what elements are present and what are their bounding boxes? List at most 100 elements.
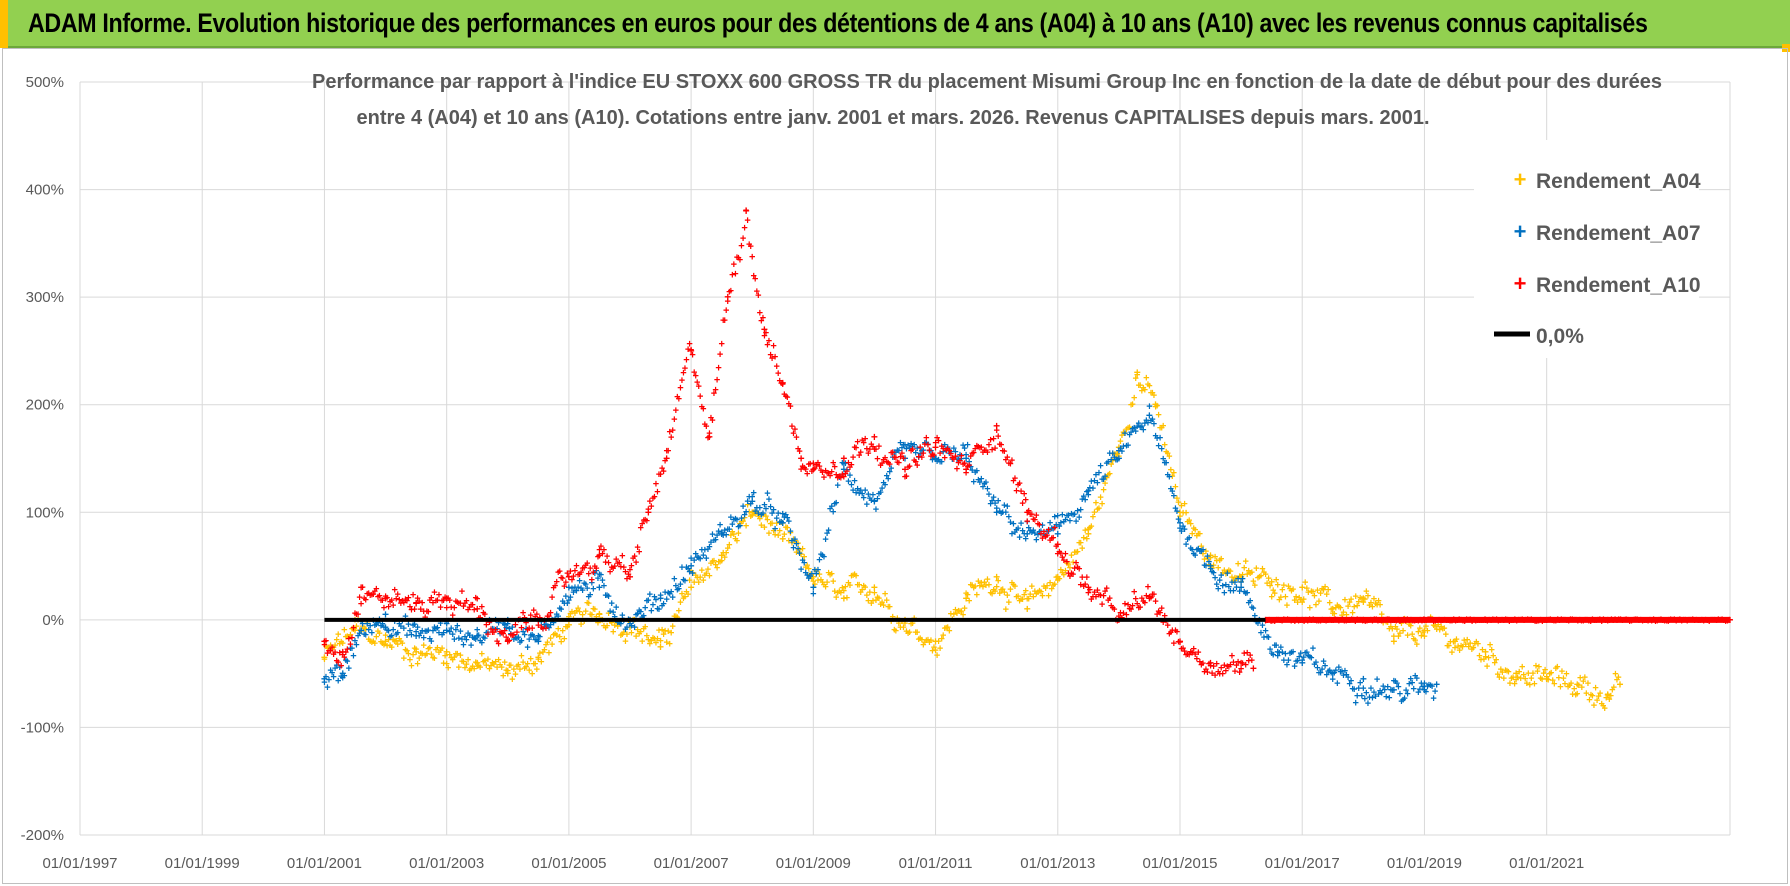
- series-marker: +: [1421, 678, 1427, 690]
- series-marker: +: [541, 644, 547, 656]
- series-marker: +: [344, 644, 350, 656]
- series-marker: +: [1246, 655, 1252, 667]
- series-marker: +: [495, 639, 501, 651]
- series-marker: +: [816, 555, 822, 567]
- series-marker: +: [919, 445, 925, 457]
- series-marker: +: [1525, 668, 1531, 680]
- series-marker: +: [421, 640, 427, 652]
- series-marker: +: [1406, 679, 1412, 691]
- series-marker: +: [398, 636, 404, 648]
- series-marker: +: [1136, 380, 1142, 392]
- data-point: +: [474, 629, 481, 643]
- data-point: +: [901, 462, 908, 476]
- series-marker: +: [615, 558, 621, 570]
- series-marker: +: [387, 596, 393, 608]
- series-marker: +: [967, 579, 973, 591]
- series-marker: +: [1001, 500, 1007, 512]
- series-marker: +: [569, 607, 575, 619]
- series-marker: +: [1213, 579, 1219, 591]
- series-marker: +: [995, 431, 1001, 443]
- series-marker: +: [578, 567, 584, 579]
- series-marker: +: [949, 454, 955, 466]
- series-marker: +: [416, 653, 422, 665]
- series-marker: +: [424, 649, 430, 661]
- series-marker: +: [466, 630, 472, 642]
- series-marker: +: [1273, 640, 1279, 652]
- series-marker: +: [1349, 684, 1355, 696]
- series-marker: +: [1511, 678, 1517, 690]
- y-tick-label: 0%: [42, 612, 64, 629]
- data-point: +: [382, 634, 389, 648]
- series-marker: +: [472, 634, 478, 646]
- series-marker: +: [1088, 594, 1094, 606]
- series-marker: +: [524, 659, 530, 671]
- series-marker: +: [1015, 480, 1021, 492]
- series-marker: +: [758, 315, 764, 327]
- series-marker: +: [414, 593, 420, 605]
- series-marker: +: [555, 623, 561, 635]
- series-marker: +: [369, 637, 375, 649]
- series-marker: +: [1342, 594, 1348, 606]
- series-marker: +: [1397, 628, 1403, 640]
- series-marker: +: [876, 593, 882, 605]
- data-point: +: [565, 581, 572, 595]
- series-marker: +: [1348, 594, 1354, 606]
- series-marker: +: [839, 469, 845, 481]
- series-marker: +: [1294, 656, 1300, 668]
- series-marker: +: [1006, 511, 1012, 523]
- series-marker: +: [725, 543, 731, 555]
- series-marker: +: [1328, 667, 1334, 679]
- series-marker: +: [633, 610, 639, 622]
- series-marker: +: [900, 453, 906, 465]
- series-marker: +: [405, 619, 411, 631]
- series-marker: +: [674, 392, 680, 404]
- series-marker: +: [543, 623, 549, 635]
- series-marker: +: [1003, 604, 1009, 616]
- series-marker: +: [1166, 451, 1172, 463]
- series-marker: +: [332, 640, 338, 652]
- series-marker: +: [604, 620, 610, 632]
- series-marker: +: [754, 503, 760, 515]
- series-marker: +: [405, 649, 411, 661]
- series-marker: +: [883, 471, 889, 483]
- series-marker: +: [961, 458, 967, 470]
- series-marker: +: [590, 567, 596, 579]
- series-marker: +: [908, 446, 914, 458]
- series-marker: +: [375, 591, 381, 603]
- series-marker: +: [463, 659, 469, 671]
- data-point: +: [382, 591, 389, 605]
- series-marker: +: [990, 434, 996, 446]
- series-marker: +: [645, 504, 651, 516]
- series-marker: +: [1195, 529, 1201, 541]
- series-marker: +: [482, 656, 488, 668]
- series-marker: +: [864, 499, 870, 511]
- series-marker: +: [364, 619, 370, 631]
- series-marker: +: [1178, 643, 1184, 655]
- series-marker: +: [925, 634, 931, 646]
- series-marker: +: [1395, 631, 1401, 643]
- series-marker: +: [1053, 519, 1059, 531]
- x-tick-label: 01/01/2009: [776, 855, 851, 872]
- series-marker: +: [1253, 563, 1259, 575]
- series-marker: +: [997, 439, 1003, 451]
- series-marker: +: [1510, 672, 1516, 684]
- series-marker: +: [1305, 651, 1311, 663]
- series-marker: +: [553, 609, 559, 621]
- series-marker: +: [743, 520, 749, 532]
- series-marker: +: [390, 635, 396, 647]
- series-marker: +: [532, 659, 538, 671]
- series-marker: +: [654, 603, 660, 615]
- data-point: +: [474, 602, 481, 616]
- series-marker: +: [732, 513, 738, 525]
- series-marker: +: [604, 590, 610, 602]
- series-marker: +: [1424, 625, 1430, 637]
- series-marker: +: [393, 594, 399, 606]
- series-marker: +: [862, 485, 868, 497]
- series-marker: +: [1411, 633, 1417, 645]
- series-marker: +: [1117, 443, 1123, 455]
- series-marker: +: [926, 445, 932, 457]
- series-marker: +: [601, 544, 607, 556]
- series-marker: +: [443, 603, 449, 615]
- series-marker: +: [529, 669, 535, 681]
- series-marker: +: [553, 630, 559, 642]
